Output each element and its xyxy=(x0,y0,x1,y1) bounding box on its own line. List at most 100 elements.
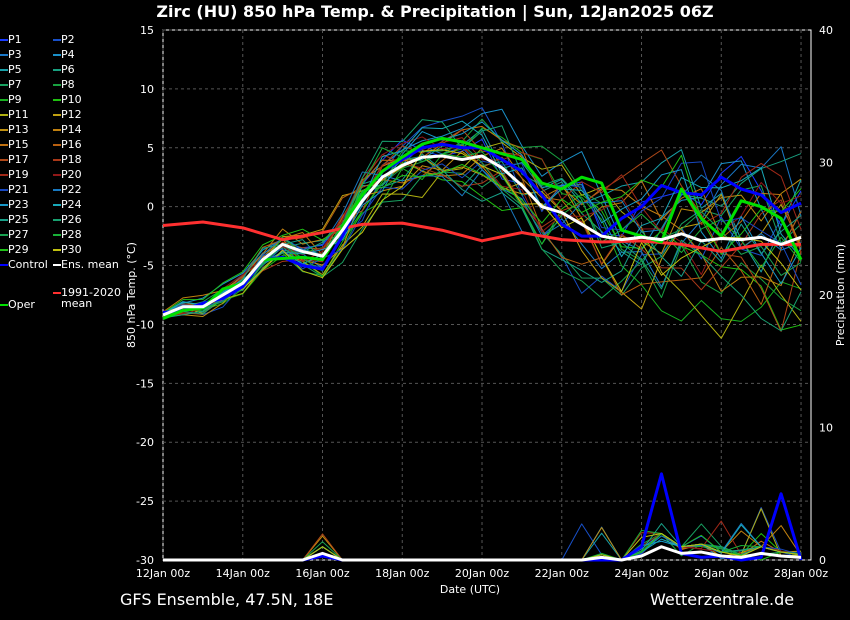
chart-title: Zirc (HU) 850 hPa Temp. & Precipitation … xyxy=(156,2,714,21)
x-tick-label: 12Jan 00z xyxy=(136,567,190,580)
legend-label: P7 xyxy=(8,78,22,91)
y2-axis-label: Precipitation (mm) xyxy=(834,244,847,346)
legend-item-p21: P21 xyxy=(0,183,29,197)
legend-item-p29: P29 xyxy=(0,243,29,257)
x-tick-label: 16Jan 00z xyxy=(295,567,349,580)
y2-tick-label: 20 xyxy=(819,289,833,302)
legend-item-control: Control xyxy=(0,258,48,272)
legend-label: P21 xyxy=(8,183,29,196)
legend-item-p11: P11 xyxy=(0,108,29,122)
legend-label: P15 xyxy=(8,138,29,151)
model-location-label: GFS Ensemble, 47.5N, 18E xyxy=(120,590,334,609)
legend-label: P19 xyxy=(8,168,29,181)
ens-mean-line xyxy=(162,154,802,317)
legend-label: P11 xyxy=(8,108,29,121)
legend-item-p14: P14 xyxy=(53,123,82,137)
legend-label: P24 xyxy=(61,198,82,211)
x-tick-label: 28Jan 00z xyxy=(774,567,828,580)
legend-item-ens-mean: Ens. mean xyxy=(53,258,119,272)
climate-mean-line xyxy=(162,220,802,253)
legend-label: P5 xyxy=(8,63,22,76)
legend-label: P23 xyxy=(8,198,29,211)
y-tick-label: -25 xyxy=(136,495,154,508)
legend-label: P10 xyxy=(61,93,82,106)
y-tick-label: 15 xyxy=(140,24,154,37)
legend-label: P22 xyxy=(61,183,82,196)
x-tick-label: 18Jan 00z xyxy=(375,567,429,580)
legend-label: P13 xyxy=(8,123,29,136)
legend-label: P25 xyxy=(8,213,29,226)
legend-item-oper: Oper xyxy=(0,298,35,312)
x-tick-label: 24Jan 00z xyxy=(614,567,668,580)
y-tick-label: 5 xyxy=(147,142,154,155)
legend-item-p26: P26 xyxy=(53,213,82,227)
legend-label: Oper xyxy=(8,298,35,311)
legend-item-p24: P24 xyxy=(53,198,82,212)
legend-label: P28 xyxy=(61,228,82,241)
legend-label: P27 xyxy=(8,228,29,241)
legend-item-p28: P28 xyxy=(53,228,82,242)
legend-item-p5: P5 xyxy=(0,63,22,77)
legend-item-p23: P23 xyxy=(0,198,29,212)
legend-item-p25: P25 xyxy=(0,213,29,227)
legend-item-p15: P15 xyxy=(0,138,29,152)
legend-label: Control xyxy=(8,258,48,271)
legend-item-p9: P9 xyxy=(0,93,22,107)
legend-label: 1991-2020 mean xyxy=(61,286,121,310)
member-line-p18 xyxy=(162,153,802,315)
x-tick-label: 22Jan 00z xyxy=(535,567,589,580)
y-tick-label: -10 xyxy=(136,318,154,331)
legend-item-p7: P7 xyxy=(0,78,22,92)
legend-label: P6 xyxy=(61,63,75,76)
plot-frame xyxy=(162,29,812,561)
x-axis-label: Date (UTC) xyxy=(440,583,500,596)
legend-label: P16 xyxy=(61,138,82,151)
oper-line xyxy=(162,136,803,320)
legend-item-p19: P19 xyxy=(0,168,29,182)
legend-item-p13: P13 xyxy=(0,123,29,137)
member-line-p22 xyxy=(162,169,802,313)
legend-item-p30: P30 xyxy=(53,243,82,257)
legend-label: P20 xyxy=(61,168,82,181)
y-tick-label: -5 xyxy=(143,260,154,273)
legend-item-p12: P12 xyxy=(53,108,82,122)
x-tick-label: 26Jan 00z xyxy=(694,567,748,580)
legend-item-p3: P3 xyxy=(0,48,22,62)
y-tick-label: 10 xyxy=(140,83,154,96)
y-tick-label: -15 xyxy=(136,377,154,390)
legend-item-climate-mean: 1991-2020 mean xyxy=(53,287,131,309)
member-line-p29 xyxy=(162,154,802,314)
y2-tick-label: 0 xyxy=(819,554,826,567)
x-tick-label: 20Jan 00z xyxy=(455,567,509,580)
legend-item-p4: P4 xyxy=(53,48,75,62)
legend-item-p17: P17 xyxy=(0,153,29,167)
legend-label: P17 xyxy=(8,153,29,166)
legend-label: P12 xyxy=(61,108,82,121)
legend-item-p1: P1 xyxy=(0,33,22,47)
member-line-p25 xyxy=(162,153,802,319)
y2-tick-label: 40 xyxy=(819,24,833,37)
legend-label: P30 xyxy=(61,243,82,256)
legend-item-p20: P20 xyxy=(53,168,82,182)
legend-item-p8: P8 xyxy=(53,78,75,92)
legend-label: P26 xyxy=(61,213,82,226)
legend-label: P9 xyxy=(8,93,22,106)
y-tick-label: 0 xyxy=(147,201,154,214)
y-tick-label: -30 xyxy=(136,554,154,567)
legend-item-p10: P10 xyxy=(53,93,82,107)
x-tick-label: 14Jan 00z xyxy=(216,567,270,580)
legend-item-p22: P22 xyxy=(53,183,82,197)
ens-mean-precip-line xyxy=(163,545,802,562)
legend-label: Ens. mean xyxy=(61,258,119,271)
legend-label: P1 xyxy=(8,33,22,46)
y2-tick-label: 10 xyxy=(819,422,833,435)
legend-label: P14 xyxy=(61,123,82,136)
legend-item-p16: P16 xyxy=(53,138,82,152)
legend-label: P4 xyxy=(61,48,75,61)
y-tick-label: -20 xyxy=(136,436,154,449)
member-line-p30 xyxy=(162,149,802,314)
legend-label: P29 xyxy=(8,243,29,256)
legend-label: P18 xyxy=(61,153,82,166)
legend-item-p6: P6 xyxy=(53,63,75,77)
